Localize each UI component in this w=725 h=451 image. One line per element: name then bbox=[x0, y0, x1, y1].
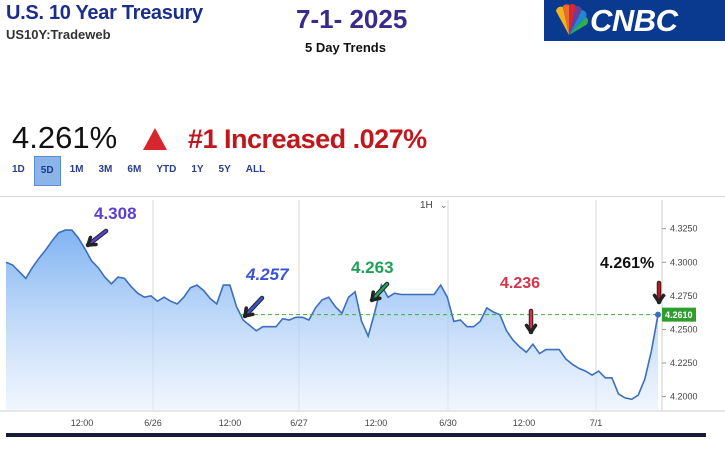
date-label: 7-1- 2025 bbox=[296, 4, 408, 34]
price-area bbox=[6, 230, 658, 410]
range-1m[interactable]: 1M bbox=[69, 164, 84, 175]
annotation-label: 4.308 bbox=[94, 204, 137, 223]
annotation-arrow bbox=[243, 296, 264, 318]
annotation-arrow bbox=[370, 282, 389, 302]
interval-select[interactable]: 1H bbox=[420, 200, 433, 211]
arrow-head-icon bbox=[524, 323, 538, 334]
cnbc-logo: CNBC bbox=[544, 0, 725, 41]
last-value-label: 4.2610 bbox=[665, 310, 693, 320]
last-value-badge bbox=[662, 307, 696, 322]
range-5y[interactable]: 5Y bbox=[218, 164, 231, 175]
x-tick-label: 12:00 bbox=[365, 418, 388, 428]
range-all[interactable]: ALL bbox=[245, 164, 266, 175]
trend-label: 5 Day Trends bbox=[305, 40, 386, 55]
x-tick-label: 7/1 bbox=[590, 418, 603, 428]
range-6m[interactable]: 6M bbox=[127, 164, 142, 175]
chevron-down-icon[interactable]: ⌄ bbox=[440, 200, 448, 210]
y-tick-label: 4.2250 bbox=[670, 358, 698, 368]
x-tick-label: 12:00 bbox=[219, 418, 242, 428]
range-3m[interactable]: 3M bbox=[98, 164, 113, 175]
arrow-head-icon bbox=[652, 293, 666, 304]
annotations: 4.2610 4.308 4.257 4.263 4.236 4.261% bbox=[85, 204, 696, 335]
y-tick-label: 4.3000 bbox=[670, 257, 698, 267]
peacock-icon bbox=[556, 3, 588, 36]
annotation-label: 4.263 bbox=[351, 258, 394, 277]
range-5d[interactable]: 5D bbox=[33, 156, 61, 186]
price-line bbox=[5, 229, 659, 401]
annotation-label: 4.236 bbox=[500, 275, 540, 292]
x-tick-label: 12:00 bbox=[71, 418, 94, 428]
annotation-label: 4.261% bbox=[600, 255, 654, 272]
annotation-arrow bbox=[86, 229, 108, 247]
chart-divider bbox=[0, 196, 725, 197]
x-tick-label: 6/30 bbox=[439, 418, 457, 428]
up-arrow-icon bbox=[143, 128, 167, 150]
x-tick-label: 12:00 bbox=[513, 418, 536, 428]
security-title: U.S. 10 Year Treasury bbox=[6, 2, 203, 24]
range-selector: 1D 5D 1M 3M 6M YTD 1Y 5Y ALL bbox=[6, 156, 274, 186]
x-tick-label: 6/27 bbox=[290, 418, 308, 428]
y-tick-label: 4.2750 bbox=[670, 291, 698, 301]
x-axis: 12:00 6/26 12:00 6/27 12:00 6/30 12:00 7/1 bbox=[71, 418, 603, 428]
range-1y[interactable]: 1Y bbox=[191, 164, 204, 175]
range-ytd[interactable]: YTD bbox=[156, 164, 177, 175]
last-point bbox=[655, 311, 661, 318]
y-tick-label: 4.2000 bbox=[670, 392, 698, 402]
range-1d[interactable]: 1D bbox=[12, 164, 25, 175]
bottom-bar bbox=[6, 433, 706, 437]
headline-change: #1 Increased .027% bbox=[188, 124, 427, 154]
arrow-head-icon bbox=[86, 235, 98, 247]
arrow-head-icon bbox=[243, 306, 255, 318]
x-tick-label: 6/26 bbox=[144, 418, 162, 428]
annotation-label: 4.257 bbox=[245, 265, 290, 284]
y-tick-label: 4.2500 bbox=[670, 324, 698, 334]
current-yield: 4.261% bbox=[12, 120, 118, 155]
arrow-head-icon bbox=[370, 290, 382, 302]
y-tick-label: 4.3250 bbox=[670, 224, 698, 234]
security-symbol: US10Y:Tradeweb bbox=[6, 27, 111, 42]
